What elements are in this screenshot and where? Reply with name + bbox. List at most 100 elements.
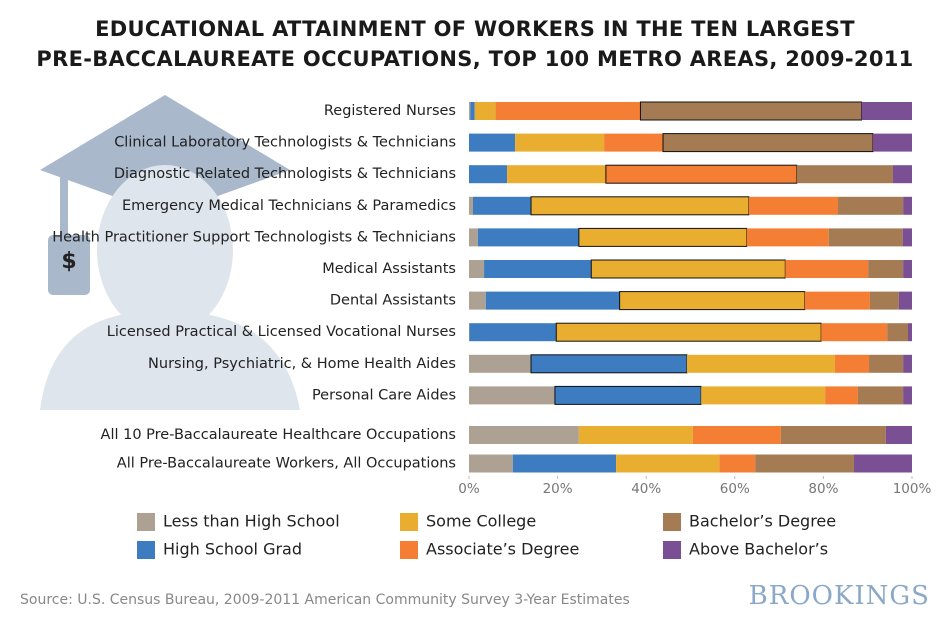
legend-label: Less than High School bbox=[163, 512, 340, 531]
bar-segment bbox=[515, 133, 605, 152]
bar-segment bbox=[484, 260, 592, 278]
bar-segment bbox=[469, 426, 579, 444]
legend-label: High School Grad bbox=[163, 540, 302, 559]
bar-segment bbox=[472, 196, 532, 215]
bar-segment bbox=[755, 454, 854, 473]
y-tick-label: Diagnostic Related Technologists & Techn… bbox=[114, 166, 456, 182]
legend-swatch bbox=[663, 541, 681, 559]
bar-segment bbox=[873, 133, 912, 152]
x-tick-label: 20% bbox=[543, 481, 573, 497]
bar-segment bbox=[469, 323, 557, 342]
bar-segment bbox=[469, 133, 516, 152]
bar-segment bbox=[885, 426, 912, 444]
bar-segment bbox=[619, 291, 806, 311]
bar-segment bbox=[892, 165, 912, 184]
y-tick-label: Registered Nurses bbox=[324, 103, 456, 119]
source-note: Source: U.S. Census Bureau, 2009-2011 Am… bbox=[20, 592, 630, 608]
bar-segment bbox=[804, 291, 870, 310]
bar-segment bbox=[590, 259, 786, 279]
bar-segment bbox=[470, 102, 475, 120]
bar-segment bbox=[869, 291, 899, 310]
x-tick-label: 60% bbox=[720, 481, 750, 497]
y-tick-label: Medical Assistants bbox=[322, 261, 456, 277]
svg-text:$: $ bbox=[61, 249, 76, 274]
bar-segment bbox=[834, 354, 870, 373]
bar-segment bbox=[469, 354, 532, 373]
y-tick-label: Dental Assistants bbox=[330, 293, 456, 309]
bar-segment bbox=[604, 133, 664, 152]
x-tick-label: 100% bbox=[893, 481, 932, 497]
bar-segment bbox=[796, 165, 893, 184]
bar-segment bbox=[530, 196, 750, 216]
bar-segment bbox=[616, 454, 720, 473]
bar-segment bbox=[898, 291, 912, 310]
bar-segment bbox=[903, 196, 912, 215]
legend-swatch bbox=[663, 513, 681, 531]
bar-segment bbox=[785, 260, 869, 278]
legend-label: Associate’s Degree bbox=[426, 540, 579, 559]
bar-segment bbox=[495, 102, 641, 120]
y-tick-label: Clinical Laboratory Technologists & Tech… bbox=[114, 135, 456, 151]
chart-title: PRE-BACCALAUREATE OCCUPATIONS, TOP 100 M… bbox=[36, 47, 913, 71]
y-tick-label: Health Practitioner Support Technologist… bbox=[52, 229, 456, 245]
y-tick-label: All Pre-Baccalaureate Workers, All Occup… bbox=[117, 456, 456, 472]
bar-segment bbox=[869, 354, 904, 373]
y-tick-label: Emergency Medical Technicians & Paramedi… bbox=[122, 198, 456, 214]
x-tick-label: 80% bbox=[808, 481, 838, 497]
bar-segment bbox=[903, 386, 912, 405]
chart-title: EDUCATIONAL ATTAINMENT OF WORKERS IN THE… bbox=[95, 17, 855, 41]
bar-segment bbox=[469, 386, 555, 405]
bar-segment bbox=[857, 386, 904, 405]
background-graphic: $ bbox=[40, 95, 300, 410]
bar-segment bbox=[485, 291, 620, 310]
bar-segment bbox=[701, 386, 826, 405]
bar-segment bbox=[868, 260, 904, 278]
bar-segment bbox=[469, 196, 473, 215]
y-tick-label: All 10 Pre-Baccalaureate Healthcare Occu… bbox=[101, 427, 456, 443]
bar-segment bbox=[748, 196, 839, 215]
bar-segment bbox=[746, 228, 829, 247]
bar-segment bbox=[662, 133, 874, 153]
y-tick-label: Personal Care Aides bbox=[312, 387, 456, 403]
bar-segment bbox=[861, 102, 912, 120]
bar-segment bbox=[578, 426, 693, 444]
bar-segment bbox=[469, 291, 486, 310]
bar-segment bbox=[507, 165, 606, 184]
y-tick-label: Licensed Practical & Licensed Vocational… bbox=[107, 324, 456, 340]
bar-segment bbox=[469, 260, 485, 278]
bar-segment bbox=[554, 385, 702, 405]
bar-segment bbox=[530, 354, 688, 374]
bar-segment bbox=[903, 354, 912, 373]
legend-label: Bachelor’s Degree bbox=[689, 512, 836, 531]
legend-label: Some College bbox=[426, 512, 536, 531]
logo: BROOKINGS bbox=[749, 581, 930, 611]
bar-segment bbox=[825, 386, 858, 405]
y-tick-label: Nursing, Psychiatric, & Home Health Aide… bbox=[148, 356, 456, 372]
bar-segment bbox=[887, 323, 909, 342]
bar-segment bbox=[838, 196, 904, 215]
bar-segment bbox=[469, 454, 513, 473]
legend-swatch bbox=[400, 541, 418, 559]
bar-segment bbox=[578, 227, 748, 247]
bar-segment bbox=[469, 102, 471, 120]
legend-swatch bbox=[137, 541, 155, 559]
bar-segment bbox=[780, 426, 886, 444]
bar-segment bbox=[605, 164, 798, 184]
bar-segment bbox=[902, 228, 912, 247]
bar-segment bbox=[828, 228, 903, 247]
legend-swatch bbox=[137, 513, 155, 531]
legend-label: Above Bachelor’s bbox=[689, 540, 828, 559]
bar-segment bbox=[719, 454, 756, 473]
bar-segment bbox=[692, 426, 781, 444]
legend-swatch bbox=[400, 513, 418, 531]
bar-segment bbox=[469, 228, 478, 247]
bar-segment bbox=[903, 260, 912, 278]
bar-segment bbox=[474, 102, 496, 120]
bar-segment bbox=[469, 165, 508, 184]
bar-segment bbox=[512, 454, 617, 473]
bar-segment bbox=[477, 228, 579, 247]
x-tick-label: 0% bbox=[458, 481, 480, 497]
bar-segment bbox=[555, 322, 822, 342]
bar-segment bbox=[639, 101, 862, 121]
